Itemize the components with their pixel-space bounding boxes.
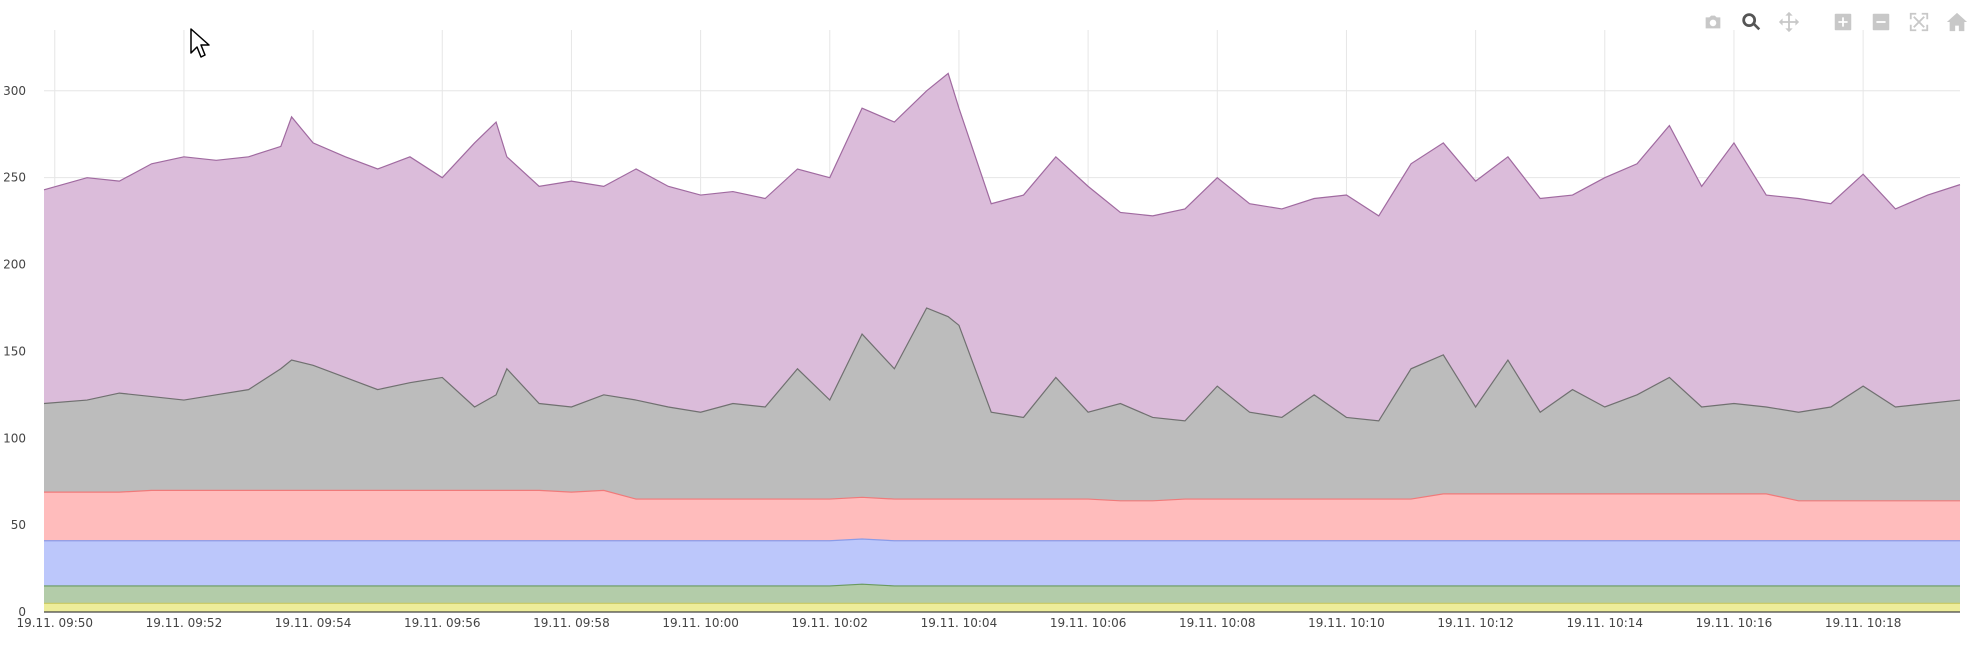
x-tick-label: 19.11. 09:56 [404, 616, 481, 630]
zoom-out-icon [1872, 13, 1890, 31]
x-tick-label: 19.11. 09:50 [16, 616, 93, 630]
home-button[interactable] [1941, 8, 1973, 36]
mouse-pointer-icon [190, 28, 210, 58]
y-tick-label: 50 [11, 518, 26, 532]
series-line-4 [43, 307, 1961, 422]
chart-toolbar [1697, 8, 1973, 36]
x-tick-label: 19.11. 09:52 [146, 616, 223, 630]
y-tick-label: 200 [3, 258, 26, 272]
zoom-icon [1742, 13, 1761, 31]
series-line-3 [44, 489, 1960, 502]
y-tick-label: 300 [3, 84, 26, 98]
area-series-4[interactable] [44, 307, 1960, 501]
y-tick-label: 0 [18, 605, 26, 619]
x-tick-label: 19.11. 10:16 [1696, 616, 1773, 630]
x-tick-label: 19.11. 10:06 [1050, 616, 1127, 630]
series-lines [43, 72, 1961, 604]
camera-icon [1705, 15, 1721, 29]
x-tick-label: 19.11. 10:00 [662, 616, 739, 630]
x-tick-label: 19.11. 10:04 [921, 616, 998, 630]
autoscale-button[interactable] [1903, 8, 1935, 36]
y-tick-label: 100 [3, 431, 26, 445]
x-tick-label: 19.11. 10:08 [1179, 616, 1256, 630]
series-line-2 [44, 538, 1960, 542]
area-series-2[interactable] [44, 539, 1960, 586]
x-tick-label: 19.11. 09:58 [533, 616, 610, 630]
home-icon [1946, 12, 1968, 32]
x-tick-label: 19.11. 10:18 [1825, 616, 1902, 630]
x-tick-label: 19.11. 10:10 [1308, 616, 1385, 630]
x-tick-label: 19.11. 10:14 [1566, 616, 1643, 630]
x-tick-label: 19.11. 10:12 [1437, 616, 1514, 630]
y-tick-label: 250 [3, 171, 26, 185]
zoom-button[interactable] [1735, 8, 1767, 36]
zoom-in-icon [1834, 13, 1852, 31]
series-line-5 [43, 72, 1961, 217]
area-series-5[interactable] [44, 73, 1960, 421]
area-series[interactable] [44, 73, 1960, 612]
axes: 0 50 100 150 200 250 300 19.11. 09:50 19.11. 09:… [3, 84, 1960, 630]
area-series-0[interactable] [44, 603, 1960, 612]
camera-button[interactable] [1697, 8, 1729, 36]
area-series-1[interactable] [44, 584, 1960, 604]
y-tick-label: 150 [3, 344, 26, 358]
x-tick-label: 19.11. 10:02 [791, 616, 868, 630]
pan-icon [1778, 11, 1800, 33]
x-tick-label: 19.11. 09:54 [275, 616, 352, 630]
series-line-1 [44, 583, 1960, 587]
zoom-in-button[interactable] [1827, 8, 1859, 36]
autoscale-icon [1909, 12, 1929, 32]
zoom-out-button[interactable] [1865, 8, 1897, 36]
area-series-3[interactable] [44, 490, 1960, 541]
pan-button[interactable] [1773, 8, 1805, 36]
